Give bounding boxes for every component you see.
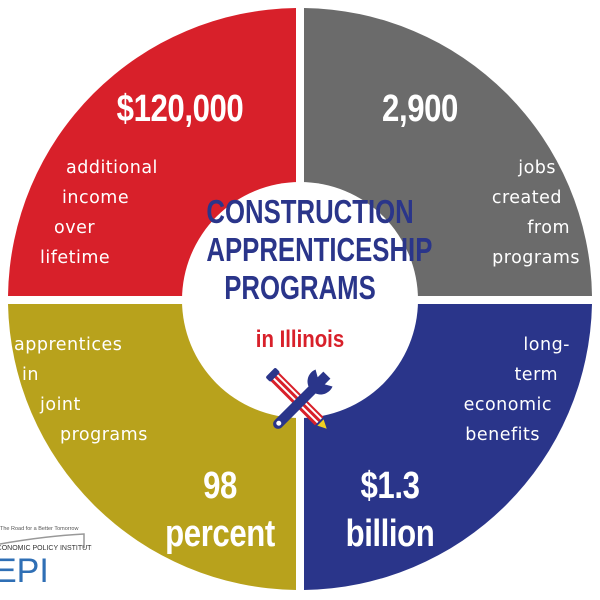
main-title: CONSTRUCTION APPRENTICESHIP PROGRAMS bbox=[206, 193, 433, 307]
value-line: 98 bbox=[203, 465, 237, 507]
desc-line: economic bbox=[463, 395, 552, 415]
subtitle: in Illinois bbox=[255, 326, 345, 353]
title-line: APPRENTICESHIP bbox=[206, 231, 433, 268]
desc-line: lifetime bbox=[40, 248, 111, 268]
desc-line: additional bbox=[66, 158, 158, 178]
epi-logo: The Road for a Better Tomorrow ECONOMIC … bbox=[0, 522, 96, 590]
value-line: billion bbox=[345, 513, 435, 555]
desc-line: long- bbox=[523, 335, 570, 355]
stat-benefits-desc: long- term economic benefits bbox=[420, 330, 570, 450]
svg-text:EPI: EPI bbox=[0, 552, 49, 586]
desc-line: programs bbox=[492, 248, 580, 268]
wrench-pencil-icon bbox=[266, 368, 333, 432]
svg-text:The Road for a Better Tomorrow: The Road for a Better Tomorrow bbox=[0, 526, 78, 532]
desc-line: from bbox=[527, 218, 570, 238]
stat-income-value: $120,000 bbox=[116, 88, 244, 130]
desc-line: programs bbox=[60, 425, 148, 445]
desc-line: benefits bbox=[465, 425, 540, 445]
desc-line: term bbox=[514, 365, 558, 385]
center-circle bbox=[182, 182, 418, 418]
desc-line: over bbox=[54, 218, 96, 238]
desc-line: income bbox=[62, 188, 130, 208]
title-line: PROGRAMS bbox=[224, 269, 376, 306]
value-line: percent bbox=[165, 513, 275, 555]
stat-jobs-desc: jobs created from programs bbox=[420, 153, 580, 273]
value-line: $1.3 bbox=[360, 465, 420, 507]
desc-line: created bbox=[491, 188, 562, 208]
stat-jobs-value: 2,900 bbox=[382, 88, 458, 130]
stat-benefits-value: $1.3 billion bbox=[324, 462, 455, 558]
title-line: CONSTRUCTION bbox=[206, 193, 414, 230]
desc-line: jobs bbox=[518, 158, 556, 178]
desc-line: joint bbox=[40, 395, 81, 415]
stat-apprentices-desc: apprentices in joint programs bbox=[14, 330, 174, 450]
desc-line: apprentices bbox=[14, 335, 123, 355]
desc-line: in bbox=[22, 365, 39, 385]
stat-income-desc: additional income over lifetime bbox=[40, 153, 190, 273]
stat-apprentices-value: 98 percent bbox=[154, 462, 285, 558]
